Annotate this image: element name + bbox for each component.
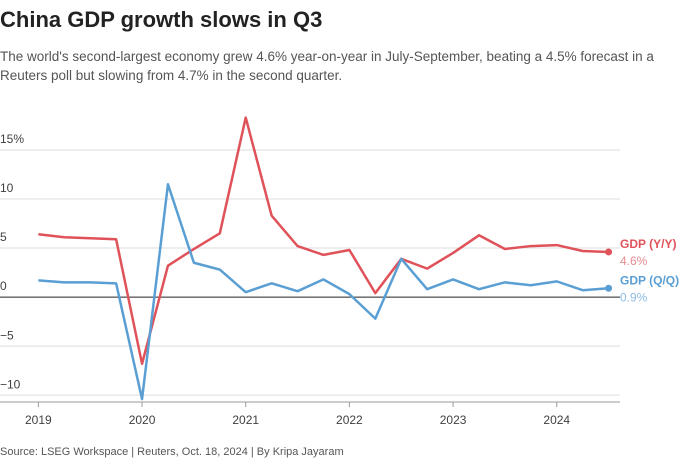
x-tick-label: 2022 xyxy=(336,413,363,427)
series-line xyxy=(38,116,609,366)
y-tick-label: 10 xyxy=(0,181,14,195)
source: Source: LSEG Workspace | Reuters, Oct. 1… xyxy=(0,446,344,458)
x-tick-label: 2020 xyxy=(129,413,156,427)
series-line xyxy=(38,183,609,401)
chart-subtitle: The world's second-largest economy grew … xyxy=(0,49,654,83)
chart-title: China GDP growth slows in Q3 xyxy=(0,7,322,32)
y-tick-label: −10 xyxy=(0,377,21,391)
y-tick-label: 15% xyxy=(0,132,24,146)
end-dot xyxy=(605,248,613,256)
x-tick-label: 2024 xyxy=(543,413,570,427)
y-tick-label: 0 xyxy=(0,279,7,293)
value-label: 4.6% xyxy=(620,254,648,268)
value-label: 0.9% xyxy=(620,290,648,304)
subtitle-box: The world's second-largest economy grew … xyxy=(0,49,654,83)
y-tick-label: 5 xyxy=(0,230,7,244)
x-tick-label: 2019 xyxy=(25,413,52,427)
end-dot xyxy=(605,284,613,292)
legend-label: GDP (Y/Y) xyxy=(620,237,676,251)
legend-label: GDP (Q/Q) xyxy=(620,273,679,287)
x-tick-label: 2023 xyxy=(440,413,467,427)
x-tick-label: 2021 xyxy=(232,413,259,427)
y-tick-label: −5 xyxy=(0,328,14,342)
